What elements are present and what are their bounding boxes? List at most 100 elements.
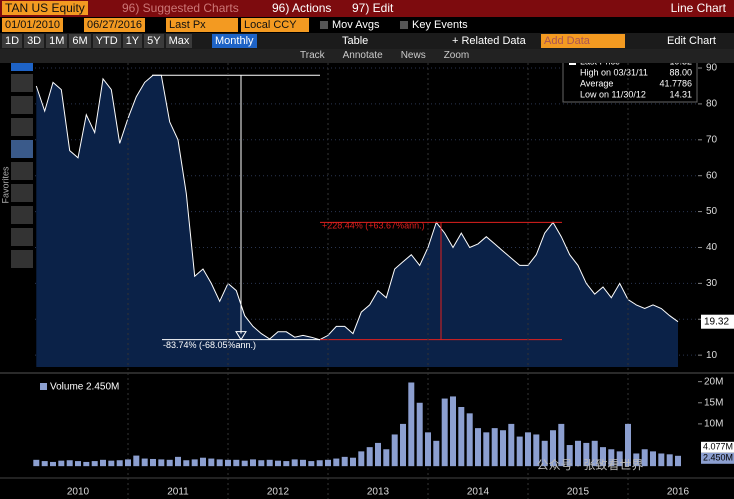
volume-tag — [701, 452, 734, 464]
x-tick-label: 2012 — [267, 487, 290, 498]
legend-box — [562, 63, 698, 103]
tools-bar: Track Annotate News Zoom — [0, 49, 734, 63]
volume-bar — [441, 398, 448, 467]
field[interactable]: Last Px — [166, 18, 238, 32]
volume-bar — [75, 461, 81, 467]
volume-bar — [575, 440, 581, 467]
tool-button[interactable]: News — [400, 50, 426, 61]
x-tick-label: 2010 — [67, 487, 90, 498]
legend-label: Volume — [50, 382, 84, 393]
frequency[interactable]: Monthly — [212, 34, 257, 48]
volume-bar — [166, 459, 173, 467]
edit-menu[interactable]: 97) Edit — [352, 1, 394, 15]
mov-avgs[interactable]: Mov Avgs — [320, 18, 380, 33]
end-date[interactable]: 06/27/2016 — [84, 18, 146, 32]
tool-text[interactable] — [11, 140, 33, 158]
key-events-label: Key Events — [412, 19, 468, 31]
volume-bar — [266, 459, 273, 467]
x-tick-label: 2013 — [367, 487, 390, 498]
volume-bar — [475, 428, 481, 467]
currency[interactable]: Local CCY — [241, 18, 309, 32]
annotation-label: -83.74% (-68.05%ann.) — [163, 340, 256, 350]
tool-select[interactable] — [11, 63, 33, 71]
related-data[interactable]: + Related Data — [452, 35, 526, 47]
add-data[interactable]: Add Data — [541, 34, 625, 48]
volume-tag-label: 2.450M — [703, 453, 733, 463]
volume-bar — [150, 458, 156, 467]
chart: Favorites 10203040506070809019.32-83.74%… — [0, 63, 734, 499]
volume-bar — [391, 434, 398, 467]
favorites-label: Favorites — [0, 166, 10, 204]
legend-swatch — [40, 383, 47, 390]
volume-bar — [466, 413, 473, 467]
period-button[interactable]: 6M — [69, 34, 91, 48]
tool-trend[interactable] — [11, 184, 33, 202]
tool-fib[interactable] — [11, 118, 33, 136]
y-tick-label: 70 — [706, 134, 718, 145]
volume-bar — [500, 430, 506, 467]
volume-bar — [491, 428, 498, 467]
suggested-charts[interactable]: 96) Suggested Charts — [122, 1, 239, 15]
period-button[interactable]: YTD — [92, 34, 121, 48]
volume-bar — [183, 460, 190, 467]
x-tick-label: 2014 — [467, 487, 490, 498]
period-button[interactable]: 5Y — [144, 34, 164, 48]
price-line — [35, 74, 679, 341]
volume-bar — [116, 460, 123, 467]
period-button[interactable]: 1D — [2, 34, 23, 48]
table-button[interactable]: Table — [342, 35, 369, 47]
key-events[interactable]: Key Events — [400, 18, 468, 33]
tool-hline[interactable] — [11, 162, 33, 180]
volume-bar — [50, 461, 56, 467]
volume-bar — [283, 461, 290, 467]
volume-bar — [366, 447, 373, 467]
volume-bar — [383, 449, 390, 467]
period-button[interactable]: 1Y — [122, 34, 143, 48]
volume-bar — [416, 402, 423, 467]
tool-pen[interactable] — [11, 74, 33, 92]
volume-bar — [458, 407, 465, 467]
tool-button[interactable]: Zoom — [443, 50, 470, 61]
period-bar: 1D 3D 1M 6M YTD 1Y 5Y Max Monthly Table + Relat… — [0, 33, 734, 49]
tool-button[interactable]: Annotate — [342, 50, 383, 61]
period-button[interactable]: 3D — [24, 34, 45, 48]
edit-chart[interactable]: Edit Chart — [667, 35, 716, 47]
volume-bar — [333, 458, 340, 467]
tool-band[interactable] — [11, 228, 33, 246]
chart-type: Line Chart — [670, 1, 726, 15]
volume-bar — [91, 461, 98, 467]
period-button[interactable]: Max — [165, 34, 193, 48]
tool-button[interactable]: Track — [300, 50, 325, 61]
volume-bar — [433, 440, 440, 467]
volume-bar — [525, 432, 531, 467]
tool-r[interactable] — [11, 250, 33, 268]
y-tick-label: 10 — [706, 350, 718, 361]
x-tick-label: 2016 — [667, 487, 690, 498]
volume-bar — [625, 423, 631, 467]
tool-percent[interactable] — [11, 96, 33, 114]
ticker[interactable]: TAN US Equity — [2, 1, 88, 15]
volume-bar — [125, 459, 131, 467]
legend-value: 19.32 — [669, 63, 692, 66]
x-tick-label: 2011 — [167, 487, 189, 498]
title-bar: TAN US Equity 96) Suggested Charts 96) A… — [0, 0, 734, 17]
legend-swatch — [569, 63, 576, 65]
tool-channel[interactable] — [11, 206, 33, 224]
volume-bar — [608, 449, 615, 467]
tool-buttons: Track Annotate News Zoom — [300, 49, 469, 63]
volume-bar — [100, 459, 106, 467]
volume-bar — [291, 459, 298, 467]
volume-bar — [675, 455, 681, 467]
volume-bar — [191, 459, 198, 467]
start-date[interactable]: 01/01/2010 — [2, 18, 64, 32]
y-tick-label: 10M — [704, 419, 723, 430]
ma-tag — [701, 441, 734, 453]
period-button[interactable]: 1M — [46, 34, 68, 48]
volume-bar — [558, 423, 565, 467]
y-tick-label: 60 — [706, 170, 718, 181]
last-price-tag — [701, 314, 734, 329]
legend-label: Last Price — [580, 63, 620, 66]
actions-menu[interactable]: 96) Actions — [272, 1, 332, 15]
legend-label: High on 03/31/11 — [580, 67, 648, 77]
